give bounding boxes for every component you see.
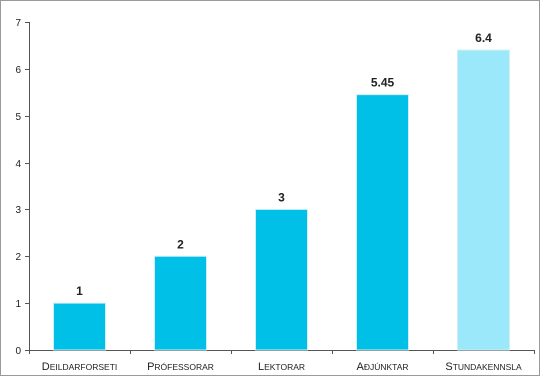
data-label: 1: [76, 284, 83, 298]
y-tick-label: 6: [15, 65, 21, 76]
category-label: LEKTORAR: [258, 361, 305, 373]
category-label: DEILDARFORSETI: [42, 361, 118, 373]
bar: [255, 208, 308, 351]
category-label-initial: D: [42, 361, 50, 373]
bar: [457, 49, 510, 351]
y-tick-label: 7: [15, 18, 21, 29]
y-tick-label: 3: [15, 205, 21, 216]
data-label: 5.45: [371, 76, 395, 90]
category-label: STUNDAKENNSLA: [445, 361, 522, 373]
category-label-rest: TUNDAKENNSLA: [453, 362, 522, 372]
category-label-rest: EILDARFORSETI: [50, 362, 118, 372]
y-tick-label: 1: [15, 299, 21, 310]
data-label: 2: [177, 237, 184, 251]
category-label-initial: A: [356, 361, 364, 373]
y-tick-label: 4: [15, 159, 21, 170]
category-label: PRÓFESSORAR: [147, 361, 214, 373]
bar: [154, 255, 207, 351]
y-tick-label: 5: [15, 112, 21, 123]
data-label: 3: [278, 190, 285, 204]
category-label: AÐJÚNKTAR: [356, 361, 408, 373]
bar: [53, 302, 106, 351]
bar: [356, 94, 409, 351]
category-label-rest: ÐJÚNKTAR: [364, 362, 409, 372]
category-label-initial: P: [147, 361, 154, 373]
category-label-rest: RÓFESSORAR: [154, 362, 214, 372]
category-label-initial: L: [258, 361, 264, 373]
category-label-rest: EKTORAR: [264, 362, 305, 372]
y-tick-label: 0: [15, 346, 21, 357]
y-tick-label: 2: [15, 252, 21, 263]
data-label: 6.4: [475, 31, 492, 45]
category-label-initial: S: [445, 361, 452, 373]
